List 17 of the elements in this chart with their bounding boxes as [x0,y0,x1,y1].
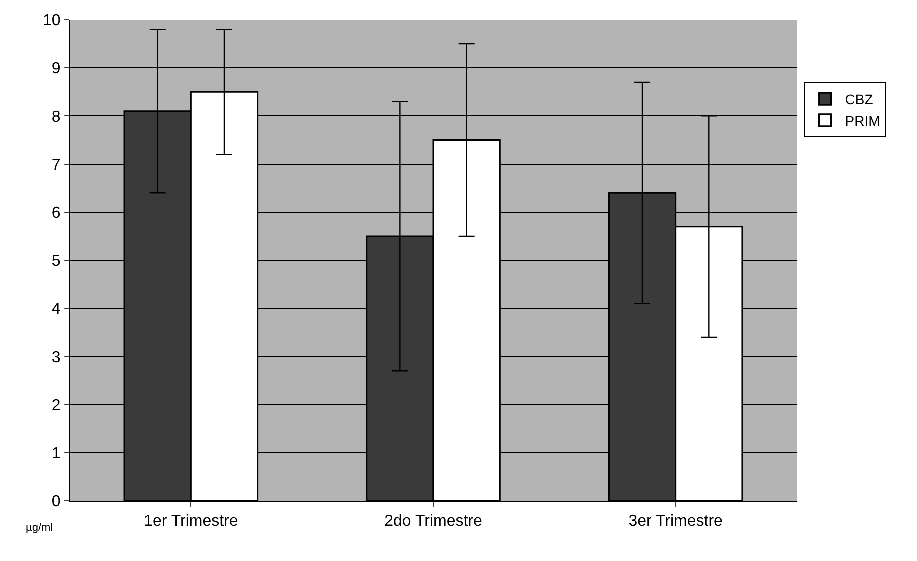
y-axis-title: µg/ml [26,522,54,534]
y-tick-label: 5 [52,253,61,270]
x-tick-label: 2do Trimestre [384,513,483,530]
y-tick-label: 0 [52,494,61,511]
y-tick-label: 6 [52,205,61,222]
legend-label: PRIM [845,112,880,129]
y-tick-label: 10 [43,12,61,30]
y-tick-label: 1 [52,446,61,462]
x-tick-label: 1er Trimestre [144,513,238,530]
y-tick-label: 7 [52,156,61,174]
y-tick-label: 9 [52,60,61,78]
y-tick-label: 3 [52,349,61,366]
legend-label: CBZ [845,92,874,108]
x-tick-label: 3er Trimestre [628,513,724,530]
y-tick-label: 4 [52,301,61,318]
y-tick-label: 2 [52,397,61,414]
y-tick-label: 8 [52,108,61,126]
